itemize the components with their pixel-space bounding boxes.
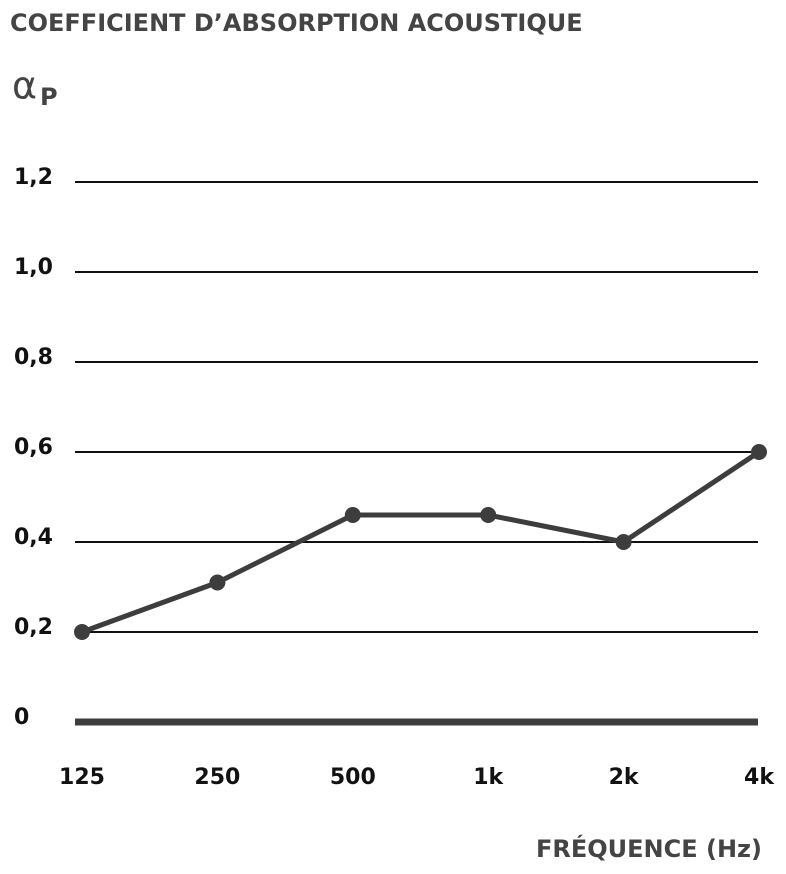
- y-tick-label: 0,4: [14, 525, 53, 550]
- y-tick-label: 0,2: [14, 615, 53, 640]
- x-axis-label: FRÉQUENCE (Hz): [536, 834, 762, 863]
- data-point: [751, 444, 767, 460]
- x-tick-label: 4k: [744, 765, 775, 790]
- data-point: [74, 624, 90, 640]
- x-tick-label: 1k: [473, 765, 504, 790]
- x-tick-label: 125: [59, 765, 105, 790]
- y-tick-label: 0,8: [14, 345, 53, 370]
- y-tick-label: 1,0: [14, 255, 53, 280]
- y-tick-label: 0,6: [14, 435, 53, 460]
- data-point: [480, 507, 497, 523]
- y-axis-subscript: P: [40, 83, 58, 111]
- data-point: [209, 574, 226, 591]
- x-tick-label: 500: [330, 765, 376, 790]
- x-tick-label: 250: [194, 765, 240, 790]
- data-point: [344, 507, 361, 523]
- y-tick-label: 1,2: [14, 165, 53, 190]
- y-axis-symbol: α: [12, 64, 37, 108]
- x-tick-label: 2k: [609, 765, 640, 790]
- data-line: [81, 449, 761, 635]
- data-point: [615, 534, 632, 550]
- y-tick-label: 0: [14, 705, 29, 730]
- chart-title: COEFFICIENT D’ABSORPTION ACOUSTIQUE: [10, 9, 583, 37]
